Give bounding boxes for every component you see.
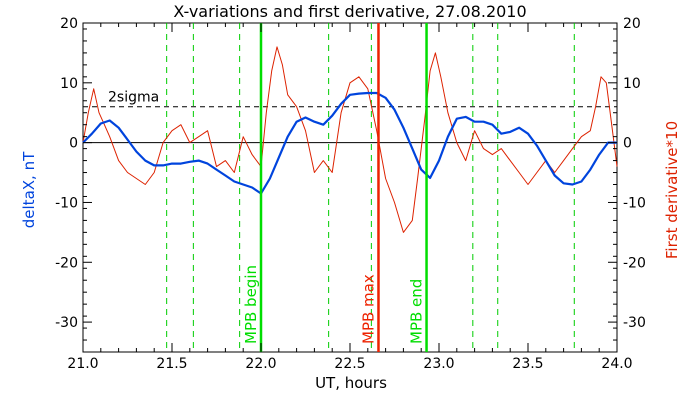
y-axis-right: 20 10 0 -10 -20 -30 — [608, 16, 646, 353]
chart-title: X-variations and first derivative, 27.08… — [173, 2, 526, 21]
x-tick-label-1: 21.5 — [156, 356, 187, 372]
x-tick-label-0: 21.0 — [67, 356, 98, 372]
derivative-line — [82, 46, 618, 233]
plot-area — [82, 22, 618, 353]
y-tick-label-left-5: -30 — [55, 315, 78, 331]
marker-label-1: MPB max — [359, 274, 377, 344]
y-tick-label-right-3: -10 — [623, 195, 646, 211]
plot-frame — [82, 22, 618, 353]
x-tick-label-6: 24.0 — [601, 356, 632, 372]
marker-label-2: MPB end — [408, 279, 426, 344]
y-tick-label-right-1: 10 — [623, 76, 641, 92]
x-axis: 21.0 21.5 22.0 22.5 23.0 23.5 24.0 — [67, 23, 633, 372]
y-tick-label-right-4: -20 — [623, 255, 646, 271]
x-tick-label-5: 23.5 — [512, 356, 543, 372]
y-axis-label-left: deltaX, nT — [20, 151, 38, 228]
derivative-series — [82, 46, 618, 233]
y-tick-label-right-2: 0 — [623, 136, 632, 152]
y-axis-label-right: First derivative*10 — [663, 121, 681, 259]
x-tick-label-4: 23.0 — [423, 356, 454, 372]
y-tick-label-right-5: -30 — [623, 315, 646, 331]
deltax-line — [82, 91, 617, 195]
x-axis-label: UT, hours — [315, 374, 387, 392]
y-tick-label-left-3: -10 — [55, 195, 78, 211]
x-tick-label-2: 22.0 — [245, 356, 276, 372]
marker-label-0: MPB begin — [242, 265, 260, 344]
y-tick-label-left-4: -20 — [55, 255, 78, 271]
sigma-group: 2sigma — [83, 90, 617, 108]
y-tick-label-left-1: 10 — [60, 76, 78, 92]
sigma-label: 2sigma — [108, 90, 159, 106]
y-tick-label-right-0: 20 — [623, 16, 641, 32]
y-axis-left: 20 10 0 -10 -20 -30 — [55, 16, 92, 353]
mpb-markers: MPB begin MPB max MPB end — [242, 23, 428, 352]
x-tick-label-3: 22.5 — [334, 356, 365, 372]
y-tick-label-left-0: 20 — [60, 16, 78, 32]
deltax-series — [82, 91, 617, 195]
y-tick-label-left-2: 0 — [69, 136, 78, 152]
